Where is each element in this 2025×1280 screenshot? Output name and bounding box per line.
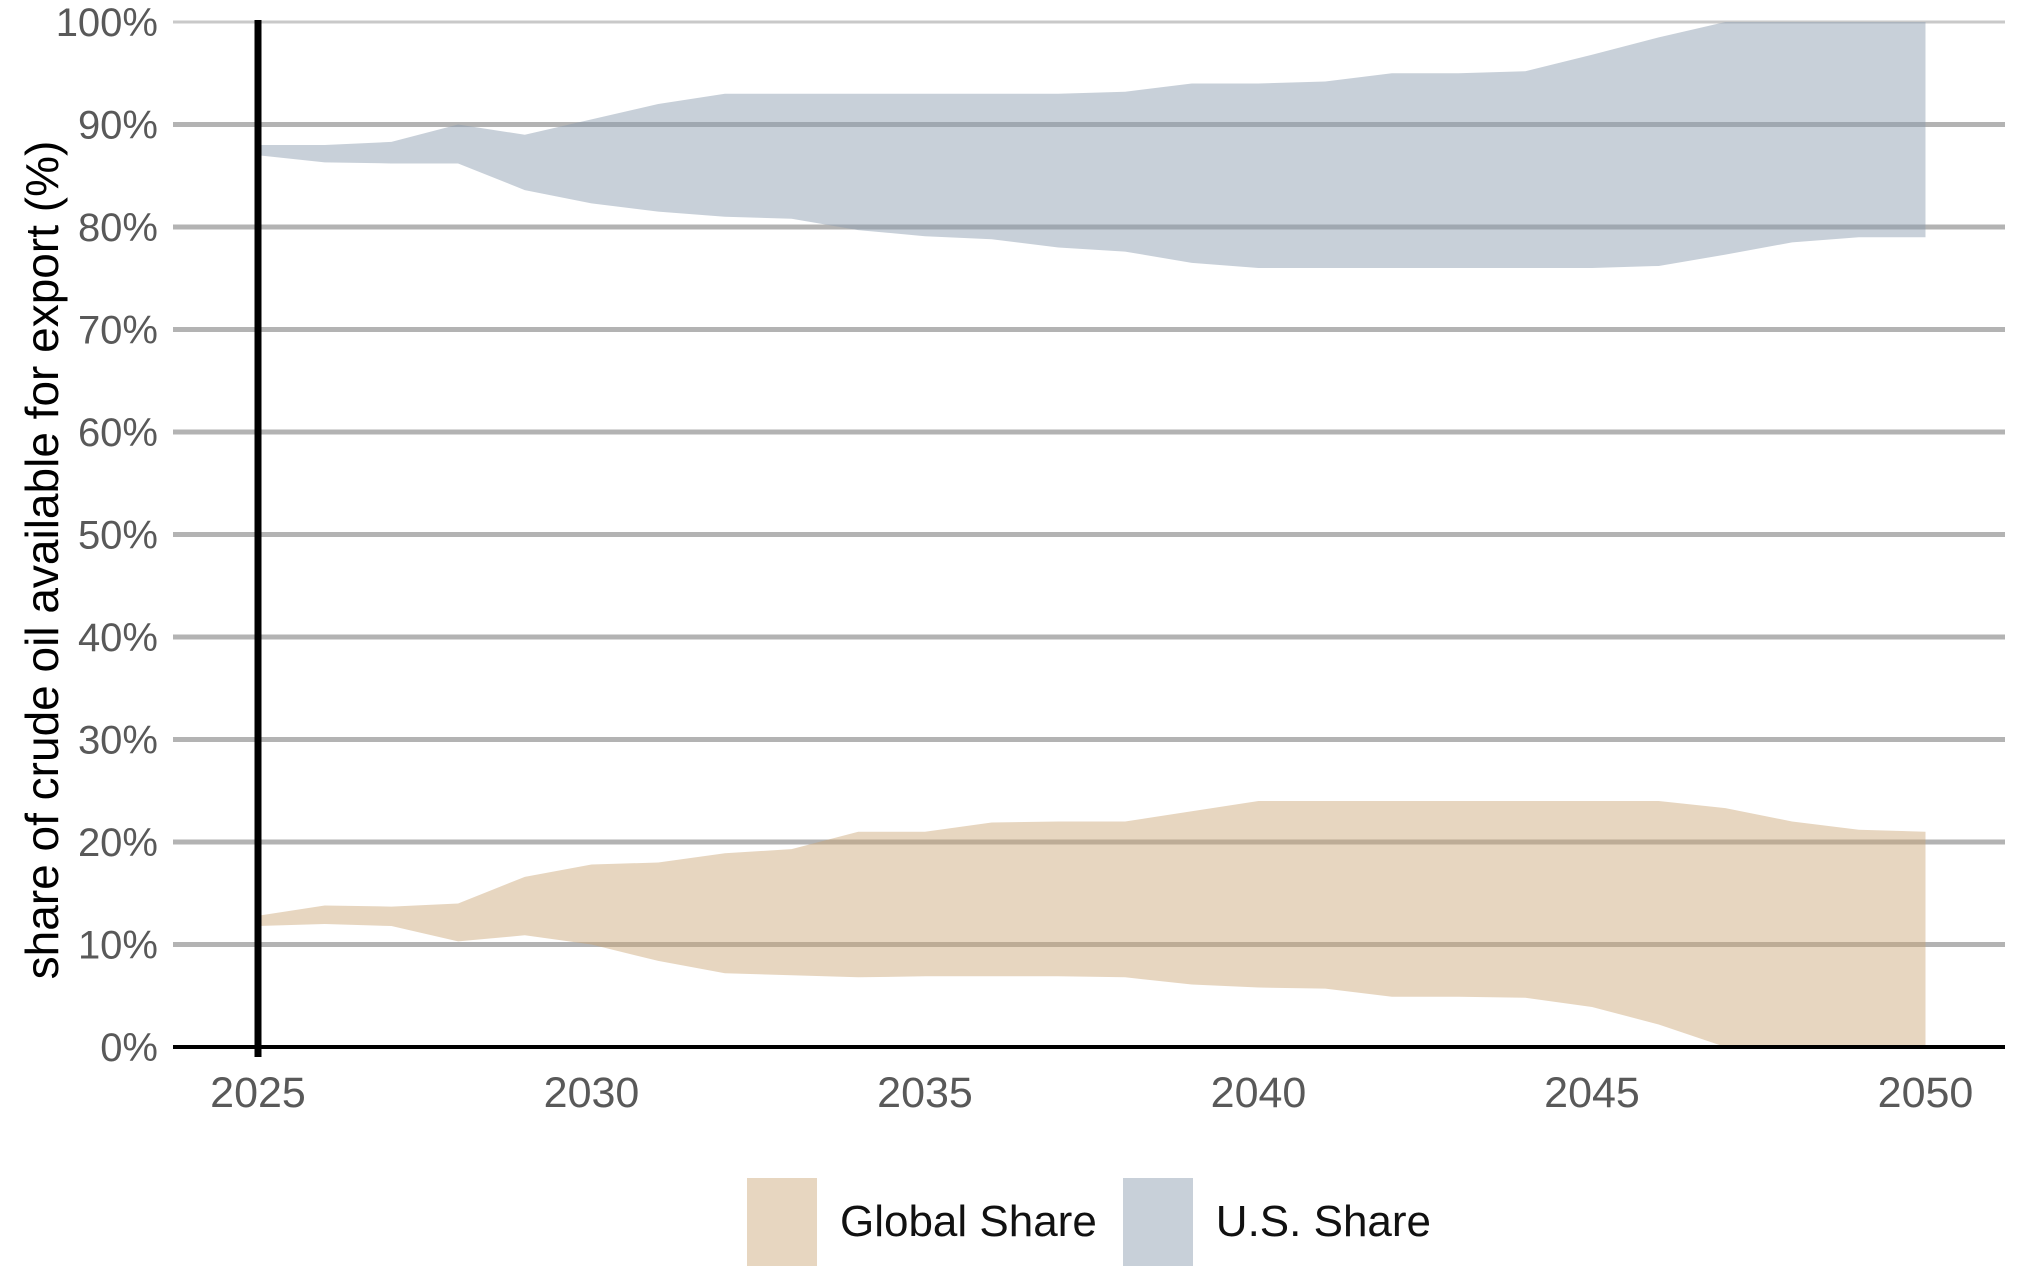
x-tick-label-2035: 2035 xyxy=(877,1069,973,1117)
global-share-band xyxy=(258,801,1926,1047)
y-tick-label-50: 50% xyxy=(78,514,158,558)
x-tick-label-2025: 2025 xyxy=(210,1069,306,1117)
legend-item-us-share: U.S. Share xyxy=(1122,1178,1432,1266)
y-tick-label-10: 10% xyxy=(78,924,158,968)
y-tick-label-80: 80% xyxy=(78,206,158,250)
y-tick-label-90: 90% xyxy=(78,104,158,148)
y-tick-label-0: 0% xyxy=(100,1026,158,1070)
tick-labels: 0% 10% 20% 30% 40% 50% 60% 70% 80% 90% 100% 2025 203… xyxy=(56,1,1974,1117)
y-tick-label-70: 70% xyxy=(78,309,158,353)
y-tick-label-100: 100% xyxy=(56,1,158,45)
y-tick-label-30: 30% xyxy=(78,719,158,763)
y-tick-label-20: 20% xyxy=(78,821,158,865)
us-share-swatch xyxy=(1122,1178,1193,1266)
chart-legend: Global Share U.S. Share xyxy=(173,1178,2005,1266)
x-tick-label-2040: 2040 xyxy=(1211,1069,1307,1117)
uncertainty-bands xyxy=(258,22,1926,1047)
x-tick-label-2030: 2030 xyxy=(544,1069,640,1117)
y-tick-label-40: 40% xyxy=(78,616,158,660)
x-tick-label-2045: 2045 xyxy=(1544,1069,1640,1117)
legend-label-us-share: U.S. Share xyxy=(1215,1197,1432,1246)
global-share-swatch xyxy=(746,1178,817,1266)
y-tick-label-60: 60% xyxy=(78,411,158,455)
gridlines xyxy=(173,20,2005,947)
x-tick-label-2050: 2050 xyxy=(1878,1069,1974,1117)
legend-item-global-share: Global Share xyxy=(746,1178,1097,1266)
u-s-share-band xyxy=(258,22,1926,268)
legend-label-global-share: Global Share xyxy=(839,1197,1097,1246)
axis-lines xyxy=(173,20,2005,1057)
y-axis-title: share of crude oil available for export … xyxy=(16,141,68,980)
